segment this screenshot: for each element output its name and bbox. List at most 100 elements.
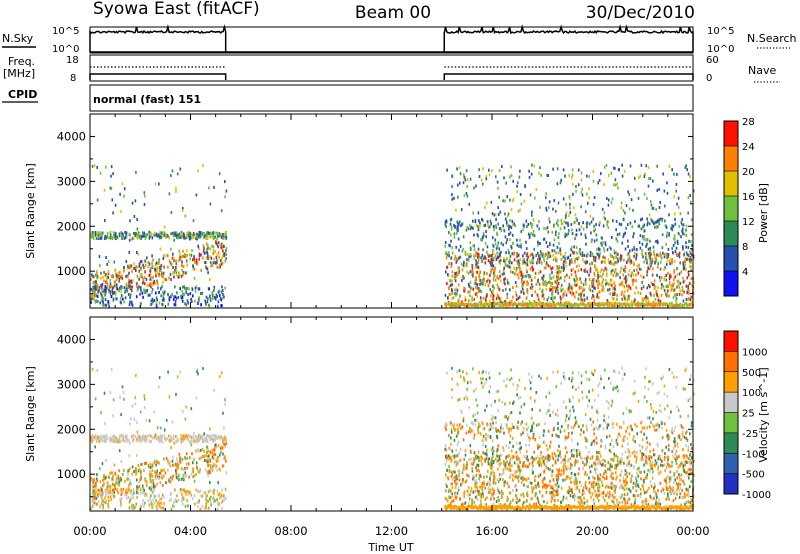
heatmap-cell [100, 293, 103, 297]
heatmap-cell [161, 231, 163, 235]
heatmap-cell [577, 269, 580, 273]
heatmap-cell [571, 288, 573, 292]
heatmap-cell [515, 303, 517, 307]
heatmap-cell [457, 283, 460, 287]
heatmap-cell [202, 256, 204, 260]
heatmap-cell [183, 293, 186, 296]
heatmap-cell [223, 252, 226, 256]
heatmap-cell [198, 499, 200, 503]
heatmap-cell [601, 260, 603, 264]
heatmap-cell [509, 266, 512, 269]
heatmap-cell [614, 303, 617, 307]
heatmap-cell [520, 422, 522, 426]
heatmap-cell [618, 501, 621, 505]
heatmap-cell [508, 233, 510, 236]
heatmap-cell [451, 292, 453, 295]
heatmap-cell [485, 457, 488, 461]
heatmap-cell [545, 206, 547, 210]
heatmap-cell [467, 282, 470, 286]
heatmap-cell [207, 464, 209, 468]
heatmap-cell [632, 261, 635, 265]
heatmap-cell [509, 303, 512, 307]
heatmap-cell [95, 237, 98, 240]
heatmap-cell [113, 260, 116, 264]
heatmap-cell [217, 493, 220, 497]
heatmap-cell [159, 247, 162, 251]
heatmap-cell [602, 289, 604, 293]
heatmap-cell [124, 479, 126, 483]
heatmap-cell [222, 439, 224, 443]
heatmap-cell [114, 284, 117, 288]
heatmap-cell [464, 449, 467, 453]
heatmap-cell [132, 236, 135, 240]
heatmap-cell [223, 457, 226, 460]
heatmap-cell [169, 261, 172, 265]
heatmap-cell [196, 465, 198, 469]
heatmap-cell [492, 297, 494, 301]
heatmap-cell [222, 452, 224, 456]
heatmap-cell [163, 292, 165, 296]
heatmap-cell [463, 289, 466, 293]
heatmap-cell [529, 286, 532, 290]
heatmap-cell [118, 469, 120, 473]
heatmap-cell [519, 258, 521, 261]
heatmap-cell [645, 294, 647, 298]
heatmap-cell [558, 232, 560, 236]
heatmap-cell [509, 300, 511, 304]
heatmap-cell [680, 461, 683, 465]
heatmap-cell [643, 192, 646, 196]
heatmap-cell [686, 168, 688, 172]
heatmap-cell [457, 183, 459, 187]
heatmap-cell [163, 437, 166, 440]
heatmap-cell [613, 502, 615, 506]
heatmap-cell [194, 260, 196, 264]
heatmap-cell [499, 300, 502, 303]
plot-title: Syowa East (fitACF) [93, 0, 260, 19]
heatmap-cell [593, 286, 595, 290]
heatmap-cell [661, 233, 664, 237]
heatmap-cell [543, 297, 545, 301]
heatmap-cell [581, 298, 583, 302]
heatmap-cell [663, 463, 666, 467]
heatmap-cell [603, 249, 606, 253]
heatmap-cell [97, 237, 100, 240]
heatmap-cell [220, 290, 223, 294]
heatmap-cell [660, 293, 663, 297]
heatmap-cell [506, 296, 508, 300]
heatmap-cell [136, 485, 138, 489]
heatmap-cell [596, 268, 598, 272]
heatmap-cell [457, 300, 460, 304]
heatmap-cell [136, 251, 138, 254]
heatmap-cell [566, 233, 568, 237]
heatmap-cell [543, 256, 545, 260]
heatmap-cell [673, 429, 676, 432]
heatmap-cell [637, 483, 639, 487]
heatmap-cell [109, 285, 111, 289]
heatmap-cell [465, 253, 467, 257]
heatmap-cell [109, 236, 112, 239]
heatmap-cell [216, 437, 219, 441]
heatmap-cell [175, 268, 177, 272]
heatmap-cell [474, 219, 477, 223]
heatmap-cell [646, 238, 648, 242]
heatmap-cell [105, 303, 107, 307]
heatmap-cell [602, 224, 605, 228]
heatmap-cell [575, 275, 578, 279]
heatmap-cell [151, 297, 154, 301]
heatmap-cell [586, 252, 589, 256]
nsearch-tick-high: 10^5 [707, 26, 734, 37]
heatmap-cell [543, 283, 545, 287]
heatmap-cell [218, 496, 221, 500]
heatmap-cell [556, 167, 559, 171]
heatmap-cell [201, 439, 204, 443]
heatmap-cell [623, 294, 625, 298]
heatmap-cell [459, 181, 461, 185]
heatmap-cell [601, 281, 604, 284]
heatmap-cell [185, 303, 188, 307]
heatmap-cell [152, 482, 155, 486]
heatmap-cell [154, 471, 156, 474]
heatmap-cell [224, 398, 226, 402]
heatmap-cell [149, 282, 152, 286]
heatmap-cell [162, 303, 164, 307]
heatmap-cell [492, 426, 494, 429]
